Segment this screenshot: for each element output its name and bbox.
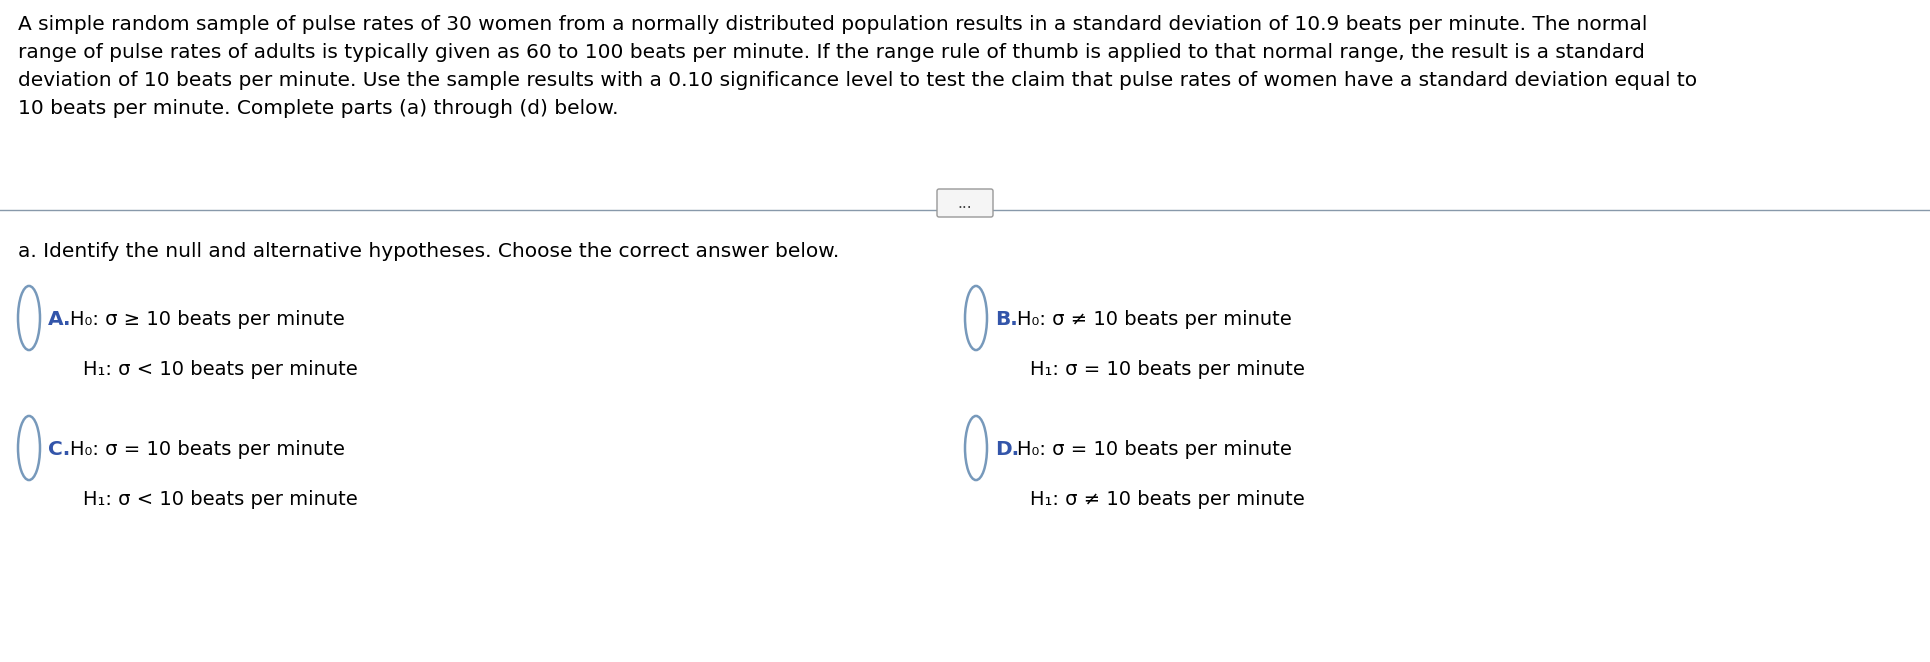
Text: C.: C. — [48, 440, 69, 459]
Text: A simple random sample of pulse rates of 30 women from a normally distributed po: A simple random sample of pulse rates of… — [17, 15, 1696, 118]
Text: H₁: σ = 10 beats per minute: H₁: σ = 10 beats per minute — [1031, 360, 1305, 379]
Text: H₀: σ = 10 beats per minute: H₀: σ = 10 beats per minute — [69, 440, 345, 459]
Text: ...: ... — [957, 197, 973, 211]
Text: H₁: σ < 10 beats per minute: H₁: σ < 10 beats per minute — [83, 490, 357, 509]
Ellipse shape — [17, 286, 41, 350]
Text: H₀: σ = 10 beats per minute: H₀: σ = 10 beats per minute — [1017, 440, 1291, 459]
Text: H₁: σ < 10 beats per minute: H₁: σ < 10 beats per minute — [83, 360, 357, 379]
Ellipse shape — [965, 416, 986, 480]
Text: A.: A. — [48, 310, 71, 329]
FancyBboxPatch shape — [936, 189, 994, 217]
Text: B.: B. — [996, 310, 1017, 329]
Text: H₁: σ ≠ 10 beats per minute: H₁: σ ≠ 10 beats per minute — [1031, 490, 1305, 509]
Text: H₀: σ ≥ 10 beats per minute: H₀: σ ≥ 10 beats per minute — [69, 310, 345, 329]
Ellipse shape — [965, 286, 986, 350]
Text: a. Identify the null and alternative hypotheses. Choose the correct answer below: a. Identify the null and alternative hyp… — [17, 242, 840, 261]
Ellipse shape — [17, 416, 41, 480]
Text: H₀: σ ≠ 10 beats per minute: H₀: σ ≠ 10 beats per minute — [1017, 310, 1291, 329]
Text: D.: D. — [996, 440, 1019, 459]
